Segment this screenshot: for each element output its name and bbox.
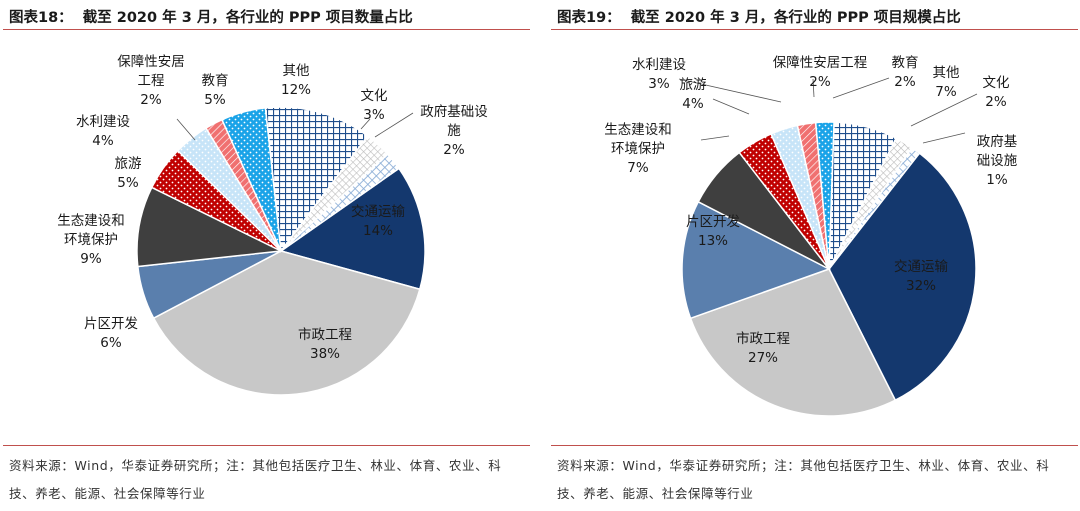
leader-line-tourism: [712, 98, 750, 115]
figure-18-number: 图表18：: [9, 10, 73, 26]
pie-slice-municipal: [689, 268, 897, 417]
data-label-other: 其他 7%: [933, 65, 960, 100]
figure-18-source-note: 资料来源：Wind，华泰证券研究所；注：其他包括医疗卫生、林业、体育、农业、科技…: [9, 458, 502, 501]
data-label-culture: 文化 3%: [361, 88, 388, 123]
figure-19-number: 图表19：: [557, 10, 621, 26]
data-label-eco: 生态建设和环境保护 9%: [57, 213, 125, 267]
data-label-housing: 保障性安居工程 2%: [117, 54, 185, 108]
data-label-education: 教育 5%: [202, 73, 229, 108]
data-label-water: 水利建设 4%: [76, 114, 130, 149]
figure-19-title-text: 截至 2020 年 3 月，各行业的 PPP 项目规模占比: [630, 10, 961, 26]
data-label-housing: 保障性安居工程 2%: [773, 55, 868, 90]
data-label-water: 水利建设 3%: [632, 57, 686, 92]
pie-slice-area_dev: [681, 200, 831, 320]
data-label-municipal: 市政工程 27%: [736, 330, 790, 366]
leader-line-water: [678, 78, 782, 103]
figure-18-title-text: 截至 2020 年 3 月，各行业的 PPP 项目数量占比: [82, 10, 413, 26]
leader-line-govinfra: [922, 132, 966, 144]
pie-slice-govinfra: [828, 146, 921, 270]
leader-line-housing: [176, 118, 196, 141]
data-label-culture: 文化 2%: [983, 75, 1010, 110]
figure-19-panel: 图表19： 截至 2020 年 3 月，各行业的 PPP 项目规模占比 交通运输 3…: [551, 0, 1078, 511]
pie-slice-other: [264, 106, 369, 253]
leader-line-govinfra: [374, 112, 414, 138]
leader-line-housing: [812, 78, 815, 98]
leader-line-education: [832, 77, 890, 99]
pie-slice-transport: [828, 152, 977, 402]
data-label-area_dev: 片区开发 6%: [84, 316, 138, 351]
figure-19-top-rule: [551, 29, 1078, 30]
data-label-transport: 交通运输 32%: [894, 258, 948, 294]
figure-18-top-rule: [3, 29, 530, 30]
pie-slice-transport: [279, 167, 426, 291]
figure-18-panel: 图表18： 截至 2020 年 3 月，各行业的 PPP 项目数量占比 交通运输 1…: [3, 0, 530, 511]
figure-18-pie-chart: 交通运输 14% 市政工程 38% 片区开发 6% 生态建设和环境保护 9% 旅游 5% 水利建设 4…: [57, 54, 488, 396]
data-label-govinfra: 政府基础设施 2%: [420, 103, 488, 158]
data-label-eco: 生态建设和环境保护 7%: [604, 122, 672, 176]
figure-18-title: 图表18： 截至 2020 年 3 月，各行业的 PPP 项目数量占比: [9, 6, 413, 27]
data-label-area_dev: 片区开发 13%: [686, 214, 740, 249]
leader-line-eco: [700, 135, 730, 141]
figure-19-pie-chart: 交通运输 32% 市政工程 27% 片区开发 13% 生态建设和环境保护 7% 旅游 4%水利建设…: [604, 55, 1018, 417]
data-label-transport: 交通运输 14%: [351, 203, 405, 239]
data-label-education: 教育 2%: [892, 55, 919, 90]
figure-19-bottom-rule: [551, 445, 1078, 446]
figure-19-title: 图表19： 截至 2020 年 3 月，各行业的 PPP 项目规模占比: [557, 6, 961, 27]
pie-slice-municipal: [152, 250, 421, 396]
figure-19-source-note: 资料来源：Wind，华泰证券研究所；注：其他包括医疗卫生、林业、体育、农业、科技…: [557, 458, 1050, 501]
pie-slices: [136, 106, 426, 396]
pie-slices: [681, 121, 977, 417]
figure-18-bottom-rule: [3, 445, 530, 446]
leader-line-culture: [360, 118, 371, 130]
data-label-tourism: 旅游 4%: [680, 77, 707, 112]
leader-line-culture: [910, 93, 978, 127]
data-label-other: 其他 12%: [281, 63, 311, 98]
pie-slice-eco: [136, 186, 284, 268]
data-label-govinfra: 政府基础设施 1%: [977, 133, 1018, 188]
data-label-municipal: 市政工程 38%: [298, 326, 352, 362]
pie-slice-govinfra: [280, 153, 401, 252]
data-label-tourism: 旅游 5%: [115, 156, 142, 191]
